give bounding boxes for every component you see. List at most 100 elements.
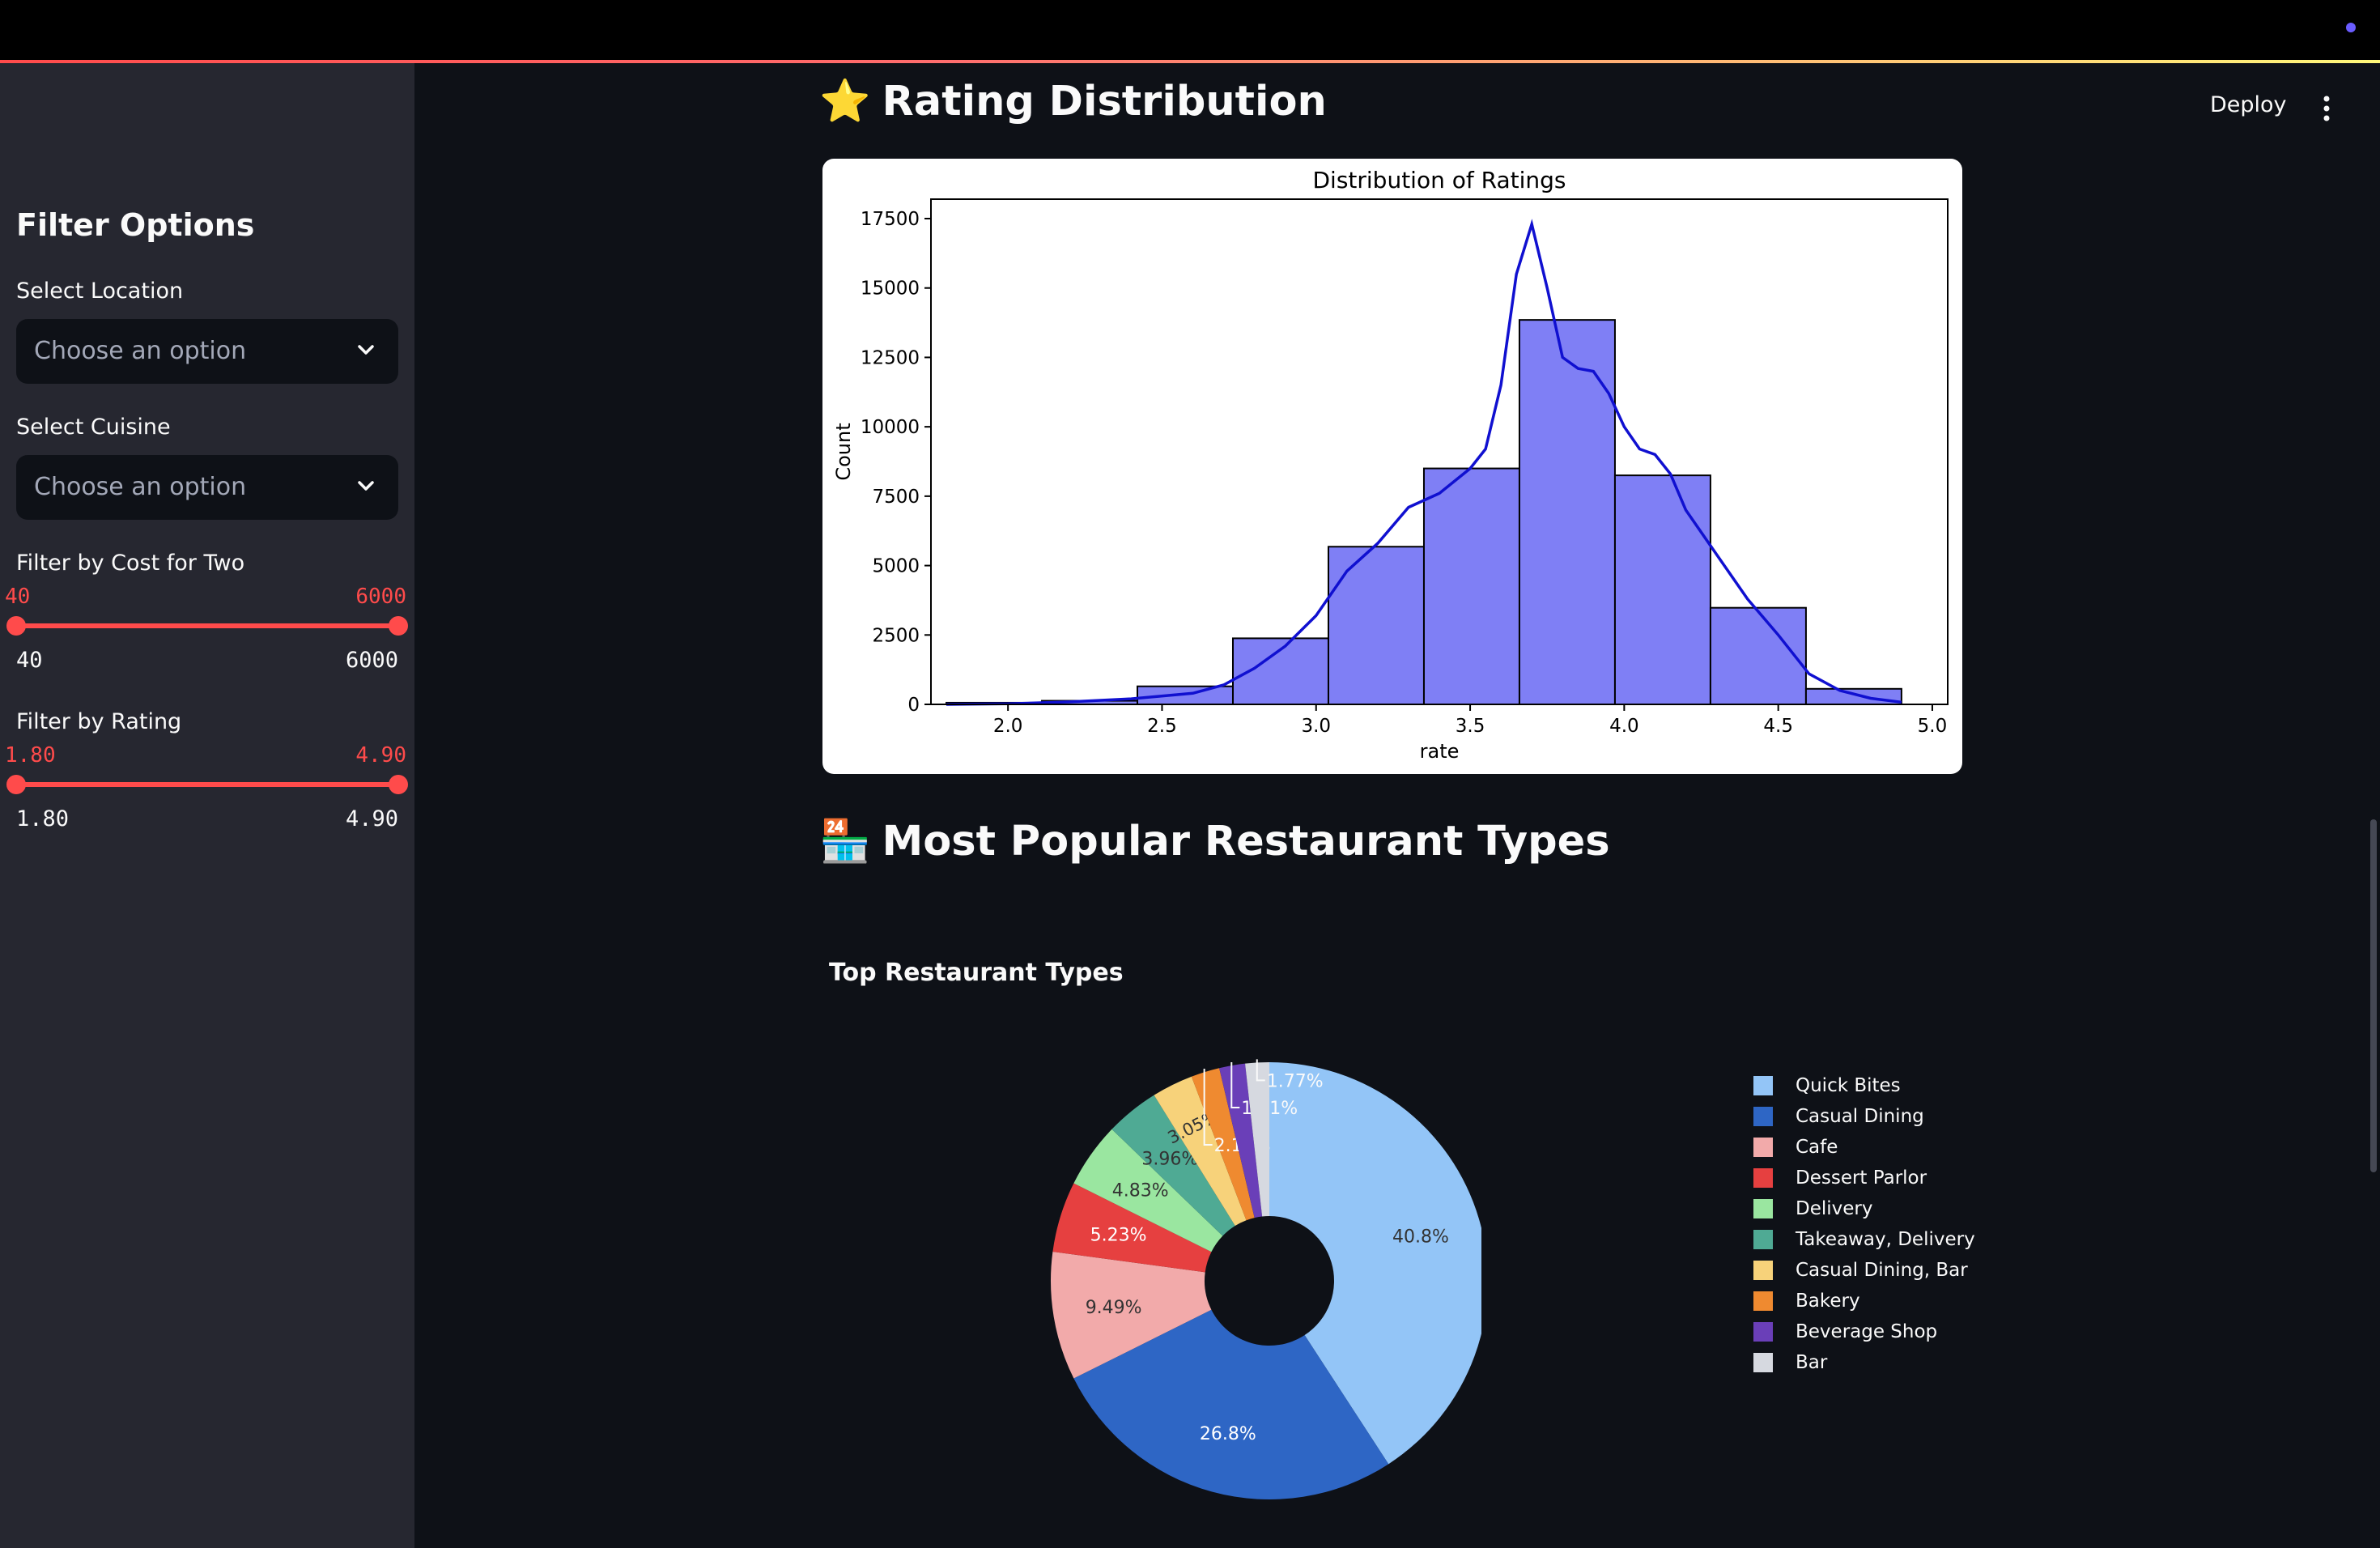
- legend-swatch: [1753, 1261, 1773, 1280]
- donut-slice[interactable]: [1051, 1251, 1212, 1379]
- histogram-bar: [1327, 546, 1425, 705]
- slice-label: 9.49%: [1086, 1298, 1142, 1318]
- legend-label: Takeaway, Delivery: [1796, 1229, 1975, 1250]
- cost-slider-track[interactable]: [6, 616, 408, 636]
- legend-swatch: [1753, 1076, 1773, 1095]
- rating-slider-track[interactable]: [6, 775, 408, 794]
- histogram-bar: [1613, 474, 1711, 705]
- rating-histogram-card: 2.0 2.5 3.0 3.5 4.0 4.5 5.0 0 2500 5000 7500 10000…: [822, 159, 1962, 774]
- x-tick-label: 2.0: [993, 716, 1023, 737]
- histogram-bar: [1709, 606, 1807, 706]
- legend-item[interactable]: Casual Dining, Bar: [1753, 1255, 1975, 1286]
- y-tick-label: 5000: [872, 556, 920, 577]
- rating-slider-high-value: 4.90: [355, 743, 406, 768]
- histogram-bar: [1518, 319, 1616, 705]
- y-tick-label: 2500: [872, 625, 920, 646]
- donut-slice[interactable]: [1073, 1129, 1223, 1252]
- x-tick-label: 2.5: [1147, 716, 1177, 737]
- main-scrollbar[interactable]: [2370, 819, 2377, 1172]
- legend-item[interactable]: Bakery: [1753, 1286, 1975, 1316]
- legend-item[interactable]: Dessert Parlor: [1753, 1163, 1975, 1193]
- legend-swatch: [1753, 1230, 1773, 1249]
- location-select[interactable]: Choose an option: [16, 319, 398, 384]
- x-tick-label: 3.5: [1456, 716, 1485, 737]
- slice-label: 5.23%: [1090, 1226, 1147, 1246]
- legend-item[interactable]: Delivery: [1753, 1193, 1975, 1224]
- rating-slider-max: 4.90: [345, 806, 398, 831]
- legend-label: Casual Dining: [1796, 1106, 1924, 1127]
- slice-label: 1.77%: [1267, 1071, 1324, 1091]
- restaurant-types-donut-chart: 40.8%26.8%9.49%5.23%4.83%3.96%3.05%2.11%…: [1051, 1059, 1481, 1499]
- legend-swatch: [1753, 1107, 1773, 1126]
- slice-label: 4.83%: [1112, 1181, 1169, 1201]
- app-header-bar: [0, 0, 2380, 62]
- legend-item[interactable]: Beverage Shop: [1753, 1316, 1975, 1347]
- cost-slider-low-handle[interactable]: [6, 616, 26, 636]
- kde-curve: [946, 219, 1902, 706]
- x-tick-label: 4.0: [1609, 716, 1639, 737]
- donut-slice[interactable]: [1111, 1095, 1235, 1236]
- donut-slice[interactable]: [1269, 1062, 1481, 1465]
- deploy-button[interactable]: Deploy: [2210, 92, 2287, 117]
- cuisine-select[interactable]: Choose an option: [16, 455, 398, 520]
- legend-swatch: [1753, 1168, 1773, 1188]
- location-select-placeholder: Choose an option: [34, 337, 247, 365]
- y-tick-label: 10000: [861, 417, 920, 438]
- legend-label: Dessert Parlor: [1796, 1167, 1927, 1189]
- rating-slider-min: 1.80: [16, 806, 70, 831]
- legend-label: Beverage Shop: [1796, 1321, 1938, 1342]
- y-tick-label: 7500: [872, 487, 920, 508]
- slice-leader-line: [1203, 1069, 1213, 1146]
- histogram-bar: [1422, 467, 1520, 705]
- types-section-heading: 🏪 Most Popular Restaurant Types: [819, 818, 1610, 865]
- x-tick-label: 3.0: [1301, 716, 1331, 737]
- legend-swatch: [1753, 1322, 1773, 1342]
- running-status-indicator: [2346, 23, 2356, 32]
- cost-slider-high-handle[interactable]: [389, 616, 408, 636]
- legend-swatch: [1753, 1138, 1773, 1157]
- legend-item[interactable]: Quick Bites: [1753, 1070, 1975, 1101]
- cost-slider-high-value: 6000: [355, 585, 406, 609]
- cost-filter-label: Filter by Cost for Two: [16, 551, 245, 576]
- y-tick-label: 12500: [861, 347, 920, 368]
- slice-leader-line: [1256, 1059, 1265, 1082]
- donut-slice[interactable]: [1219, 1063, 1263, 1218]
- legend-label: Cafe: [1796, 1137, 1838, 1158]
- cost-slider-low-value: 40: [5, 585, 31, 609]
- legend-label: Bakery: [1796, 1291, 1860, 1312]
- x-tick-label: 4.5: [1763, 716, 1793, 737]
- x-tick-label: 5.0: [1918, 716, 1948, 737]
- x-axis-label: rate: [1420, 740, 1460, 763]
- donut-slice[interactable]: [1073, 1309, 1389, 1499]
- y-tick-label: 17500: [861, 209, 920, 230]
- more-options-icon[interactable]: [2322, 94, 2331, 123]
- legend-item[interactable]: Casual Dining: [1753, 1101, 1975, 1132]
- donut-slice[interactable]: [1245, 1062, 1269, 1217]
- store-icon: 🏪: [819, 818, 871, 865]
- cost-slider-max: 6000: [345, 648, 398, 673]
- cost-slider-min: 40: [16, 648, 43, 673]
- pie-legend: Quick Bites Casual Dining Cafe Dessert Parl…: [1753, 1070, 1975, 1378]
- cuisine-select-placeholder: Choose an option: [34, 473, 247, 501]
- rating-slider-values: 1.80 4.90: [5, 743, 406, 768]
- legend-label: Bar: [1796, 1352, 1828, 1373]
- legend-label: Quick Bites: [1796, 1075, 1901, 1096]
- location-label: Select Location: [16, 279, 184, 304]
- legend-item[interactable]: Bar: [1753, 1347, 1975, 1378]
- rating-slider-high-handle[interactable]: [389, 775, 408, 794]
- rating-slider-low-handle[interactable]: [6, 775, 26, 794]
- donut-slice[interactable]: [1154, 1076, 1247, 1227]
- pie-chart-title: Top Restaurant Types: [829, 959, 1124, 987]
- legend-swatch: [1753, 1199, 1773, 1218]
- header-decoration-line: [0, 60, 2380, 63]
- donut-slice[interactable]: [1191, 1068, 1255, 1221]
- legend-item[interactable]: Takeaway, Delivery: [1753, 1224, 1975, 1255]
- slice-label: 3.96%: [1141, 1149, 1198, 1169]
- rating-slider-range: 1.80 4.90: [16, 806, 398, 831]
- legend-swatch: [1753, 1291, 1773, 1311]
- slice-leader-line: [1230, 1062, 1240, 1109]
- star-icon: ⭐: [819, 78, 871, 125]
- legend-item[interactable]: Cafe: [1753, 1132, 1975, 1163]
- rating-filter-label: Filter by Rating: [16, 709, 182, 734]
- donut-slice[interactable]: [1052, 1183, 1212, 1273]
